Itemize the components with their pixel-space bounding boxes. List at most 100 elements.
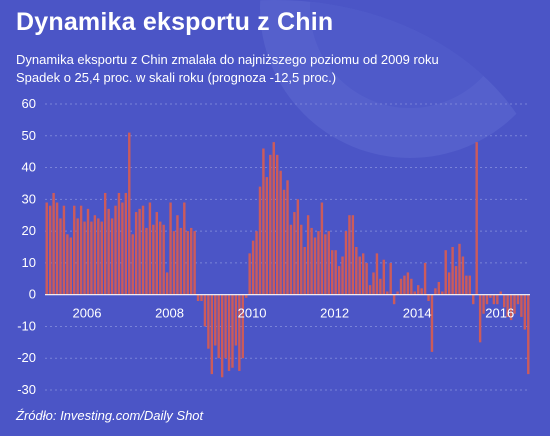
bar <box>48 205 52 295</box>
x-year-label: 2012 <box>320 306 349 321</box>
bar <box>372 272 375 295</box>
bar <box>503 294 506 308</box>
bar <box>427 294 430 302</box>
bar <box>152 224 155 295</box>
bar <box>489 294 492 298</box>
bars <box>45 132 530 378</box>
bar <box>55 202 59 295</box>
bar <box>392 294 396 305</box>
bar <box>506 294 509 317</box>
bar <box>331 250 334 295</box>
bar <box>141 205 145 295</box>
bar <box>210 294 214 375</box>
bar <box>59 218 62 295</box>
bar <box>186 231 189 295</box>
bar <box>258 186 262 295</box>
bar <box>523 294 527 330</box>
bar <box>255 231 258 295</box>
bar <box>355 247 358 295</box>
bar <box>200 294 203 302</box>
bar <box>110 218 114 295</box>
bar <box>430 294 434 352</box>
bar <box>103 192 107 295</box>
bar <box>454 266 458 295</box>
bar <box>317 231 320 295</box>
bar <box>509 294 513 321</box>
bar <box>117 192 121 295</box>
bar <box>62 205 66 295</box>
bar <box>282 189 286 295</box>
bar <box>155 212 158 295</box>
bar <box>386 291 389 295</box>
bar <box>217 294 220 359</box>
bar <box>145 227 148 295</box>
bar <box>189 227 193 295</box>
bar <box>128 132 131 295</box>
bar <box>79 205 83 295</box>
bar <box>196 294 200 302</box>
bar <box>320 202 324 295</box>
x-year-label: 2010 <box>238 306 267 321</box>
bar <box>138 208 141 295</box>
bar <box>114 205 117 295</box>
bar <box>176 215 179 295</box>
bar <box>337 266 341 295</box>
bar <box>214 294 217 346</box>
y-tick-label: 20 <box>22 223 36 238</box>
bar <box>475 142 478 295</box>
bar <box>396 291 399 295</box>
y-tick-label: -30 <box>17 382 36 397</box>
chart-subtitle-line-2: Spadek o 25,4 proc. w skali roku (progno… <box>16 70 337 85</box>
bar <box>306 215 310 295</box>
bar <box>207 294 210 349</box>
bar <box>73 205 76 295</box>
bar <box>361 253 365 295</box>
bar <box>382 259 386 295</box>
y-tick-label: -10 <box>17 318 36 333</box>
axes: -30 -20 -10 0 10 20 30 40 50 60 2006 2008 2010 2012 20… <box>17 96 530 397</box>
bar <box>275 154 279 295</box>
bar <box>482 294 485 314</box>
bar <box>303 247 306 295</box>
bar <box>458 243 461 295</box>
bar <box>441 291 444 295</box>
bar <box>379 278 382 295</box>
bar <box>265 177 269 295</box>
x-year-label: 2014 <box>403 306 432 321</box>
bar <box>527 294 530 375</box>
bar <box>52 192 55 295</box>
bar <box>334 250 337 295</box>
bar <box>375 253 379 295</box>
bar <box>399 278 403 295</box>
bar <box>444 250 447 295</box>
chart-source: Źródło: Investing.com/Daily Shot <box>16 408 204 423</box>
bar <box>344 231 348 295</box>
bar <box>90 221 93 295</box>
bar <box>231 294 234 368</box>
bar <box>365 262 368 295</box>
bar <box>478 294 482 343</box>
y-tick-label: 40 <box>22 160 36 175</box>
chart-title: Dynamika eksportu z Chin <box>16 8 334 36</box>
bar <box>358 256 361 295</box>
bar <box>472 294 475 305</box>
bar <box>251 240 255 295</box>
bar <box>93 215 97 295</box>
bar <box>107 208 110 295</box>
bar <box>227 294 231 371</box>
bar <box>100 221 103 295</box>
y-tick-label: 0 <box>29 287 36 302</box>
bar <box>465 275 468 295</box>
bar <box>351 215 355 295</box>
bar <box>310 227 313 295</box>
bar <box>169 202 172 295</box>
x-year-label: 2016 <box>485 306 514 321</box>
bar <box>183 202 186 295</box>
bar <box>520 294 523 317</box>
bar <box>165 272 169 295</box>
bar <box>248 253 251 295</box>
bar <box>97 218 100 295</box>
y-tick-label: 10 <box>22 255 36 270</box>
bar <box>406 272 410 295</box>
chart-subtitle-line-1: Dynamika eksportu z Chin zmalała do najn… <box>16 52 439 67</box>
